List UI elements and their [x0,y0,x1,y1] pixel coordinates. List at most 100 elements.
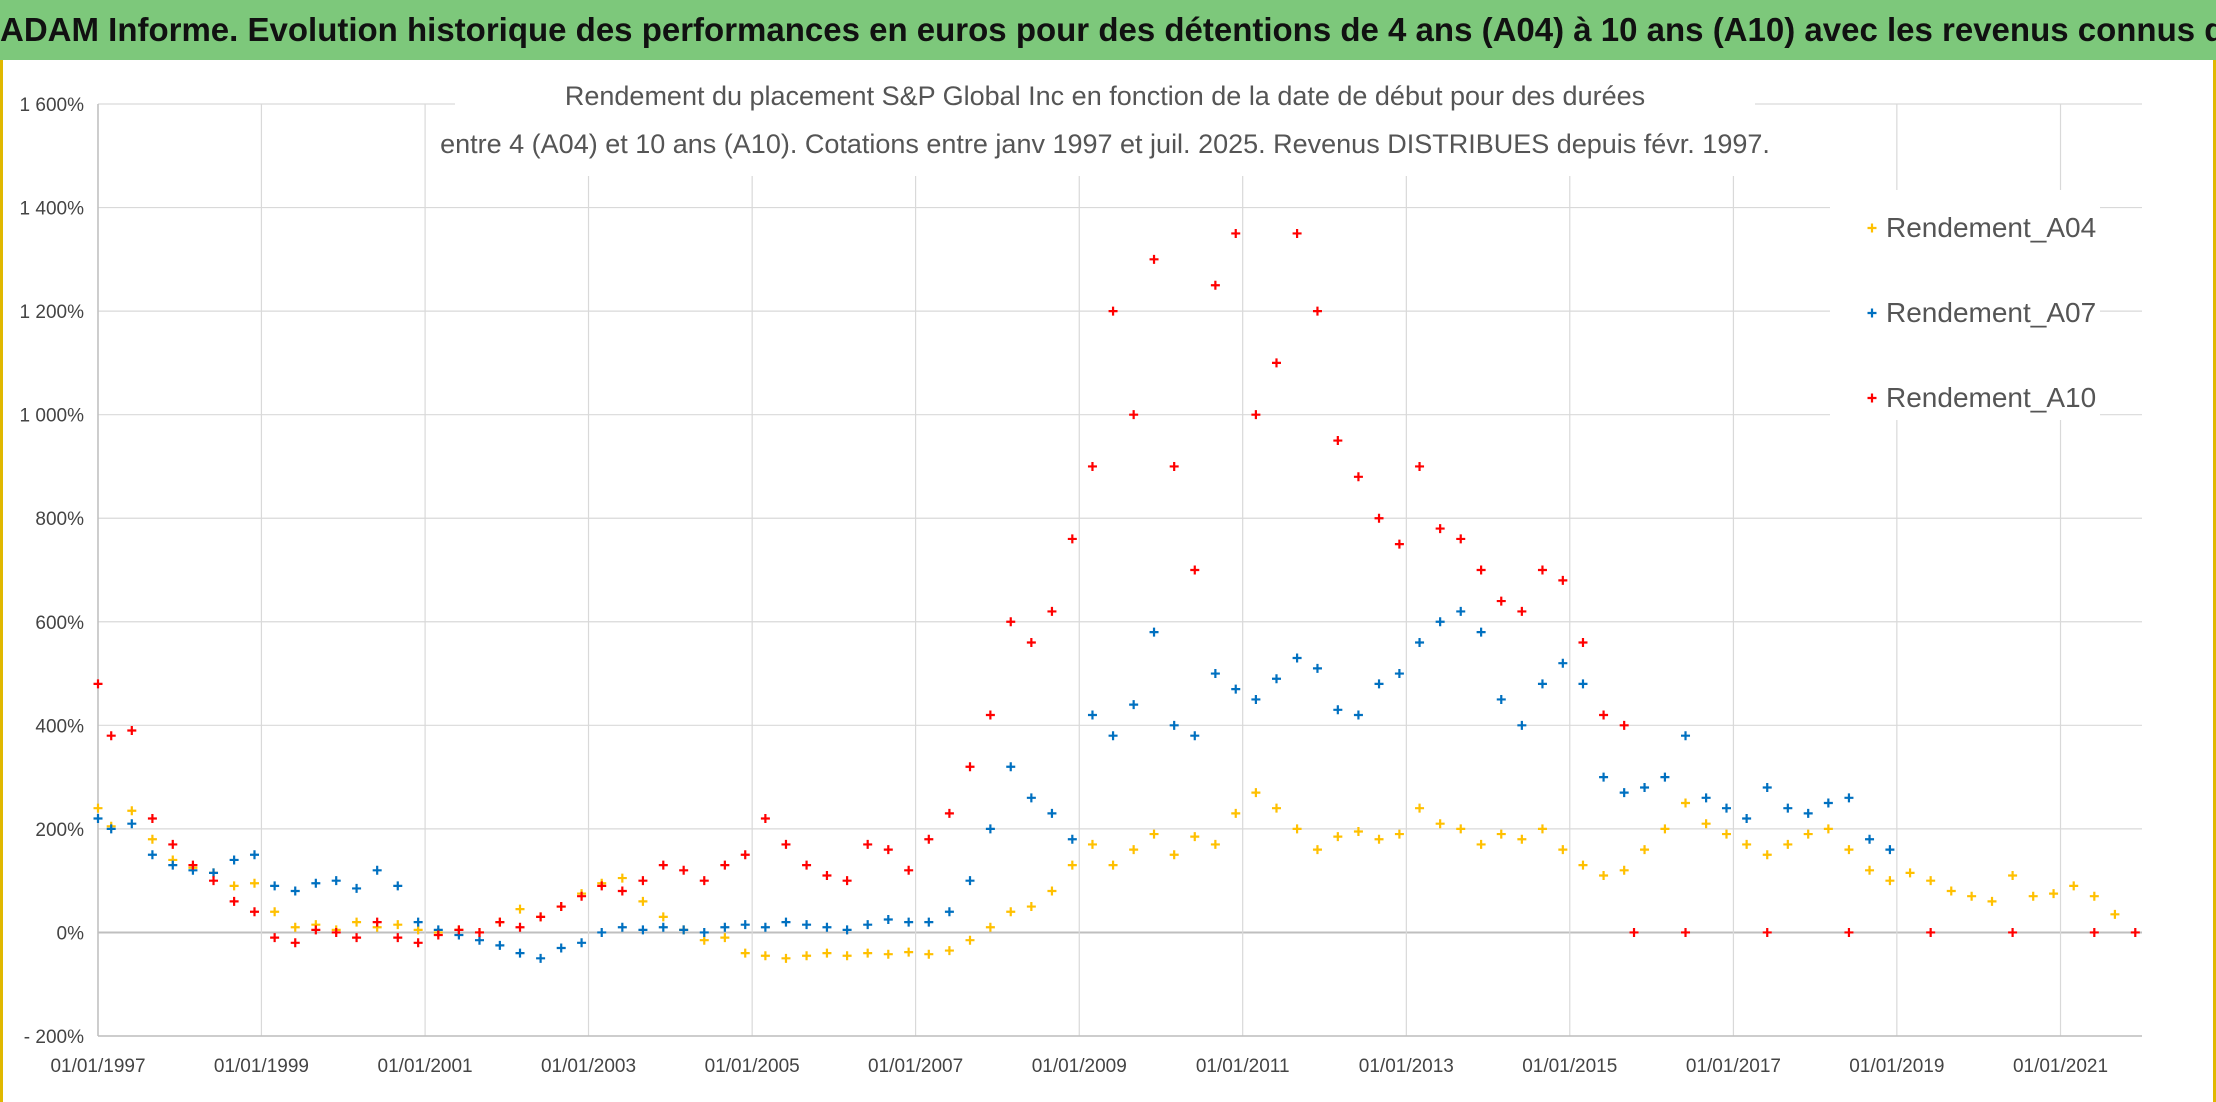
data-point [147,834,157,844]
data-point [1721,829,1731,839]
data-point [1844,845,1854,855]
data-point [740,850,750,860]
data-point [1435,524,1445,534]
data-point [1660,824,1670,834]
data-point [209,876,219,886]
x-tick-label: 01/01/2001 [378,1056,473,1077]
x-tick-label: 01/01/2015 [1522,1056,1617,1077]
data-point [147,814,157,824]
data-point [658,912,668,922]
data-point [1619,720,1629,730]
chart-area: - 200% 0% 200% 400% 600% 800% 1 000% 1 200% 1 40… [20,64,2142,1077]
data-point [1476,565,1486,575]
data-point [822,922,832,932]
data-point [617,873,627,883]
data-point [331,927,341,937]
data-point [597,881,607,891]
data-point [965,935,975,945]
data-point [679,865,689,875]
data-point [515,948,525,958]
data-point [1701,819,1711,829]
data-point [965,876,975,886]
data-point [290,922,300,932]
data-point [1149,254,1159,264]
data-point [1006,907,1016,917]
data-point [985,824,995,834]
data-point [1190,565,1200,575]
data-point [331,876,341,886]
x-tick-label: 01/01/2013 [1359,1056,1454,1077]
data-point [249,850,259,860]
data-point [495,940,505,950]
y-tick-label: 600% [35,613,84,634]
data-point [1865,865,1875,875]
data-point [93,814,103,824]
data-point [1251,788,1261,798]
data-point [842,876,852,886]
data-point [802,860,812,870]
legend-marker [1867,393,1877,403]
data-point [2069,881,2079,891]
data-point [249,907,259,917]
data-point [1926,927,1936,937]
data-point [1476,839,1486,849]
y-tick-label: 1 400% [20,199,85,220]
data-point [1129,845,1139,855]
data-point [1844,927,1854,937]
data-point [924,949,934,959]
data-point [1129,700,1139,710]
data-point [1496,694,1506,704]
data-point [1558,575,1568,585]
data-point [1721,803,1731,813]
data-point [781,953,791,963]
data-point [883,949,893,959]
data-point [515,922,525,932]
data-point [1292,653,1302,663]
data-point [904,917,914,927]
data-point [658,860,668,870]
data-point [985,922,995,932]
tick-labels: - 200% 0% 200% 400% 600% 800% 1 000% 1 200% 1 40… [20,95,2109,1077]
data-point [1599,870,1609,880]
data-point [352,883,362,893]
data-point [1823,824,1833,834]
data-point [944,946,954,956]
data-point [127,819,137,829]
data-point [658,922,668,932]
data-point [556,902,566,912]
data-point [270,881,280,891]
data-point [1823,798,1833,808]
data-point [1129,410,1139,420]
data-point [229,881,239,891]
data-point [1394,669,1404,679]
data-point [188,860,198,870]
data-point [1108,306,1118,316]
data-point [1374,834,1384,844]
data-point [393,881,403,891]
data-point [229,896,239,906]
data-point [536,912,546,922]
data-point [1190,832,1200,842]
data-point [1599,710,1609,720]
data-point [781,839,791,849]
y-tick-label: 400% [35,716,84,737]
data-point [1067,534,1077,544]
data-point [413,917,423,927]
data-point [1047,886,1057,896]
data-point [2008,870,2018,880]
y-tick-label: 1 000% [20,406,85,427]
data-point [1905,868,1915,878]
data-point [1803,808,1813,818]
data-point [1292,824,1302,834]
x-tick-label: 01/01/2019 [1849,1056,1944,1077]
data-point [106,824,116,834]
data-point [393,933,403,943]
data-point [1885,845,1895,855]
data-point [1006,617,1016,627]
data-point [413,925,423,935]
data-point [965,762,975,772]
data-point [740,948,750,958]
data-point [1026,902,1036,912]
data-point [720,933,730,943]
